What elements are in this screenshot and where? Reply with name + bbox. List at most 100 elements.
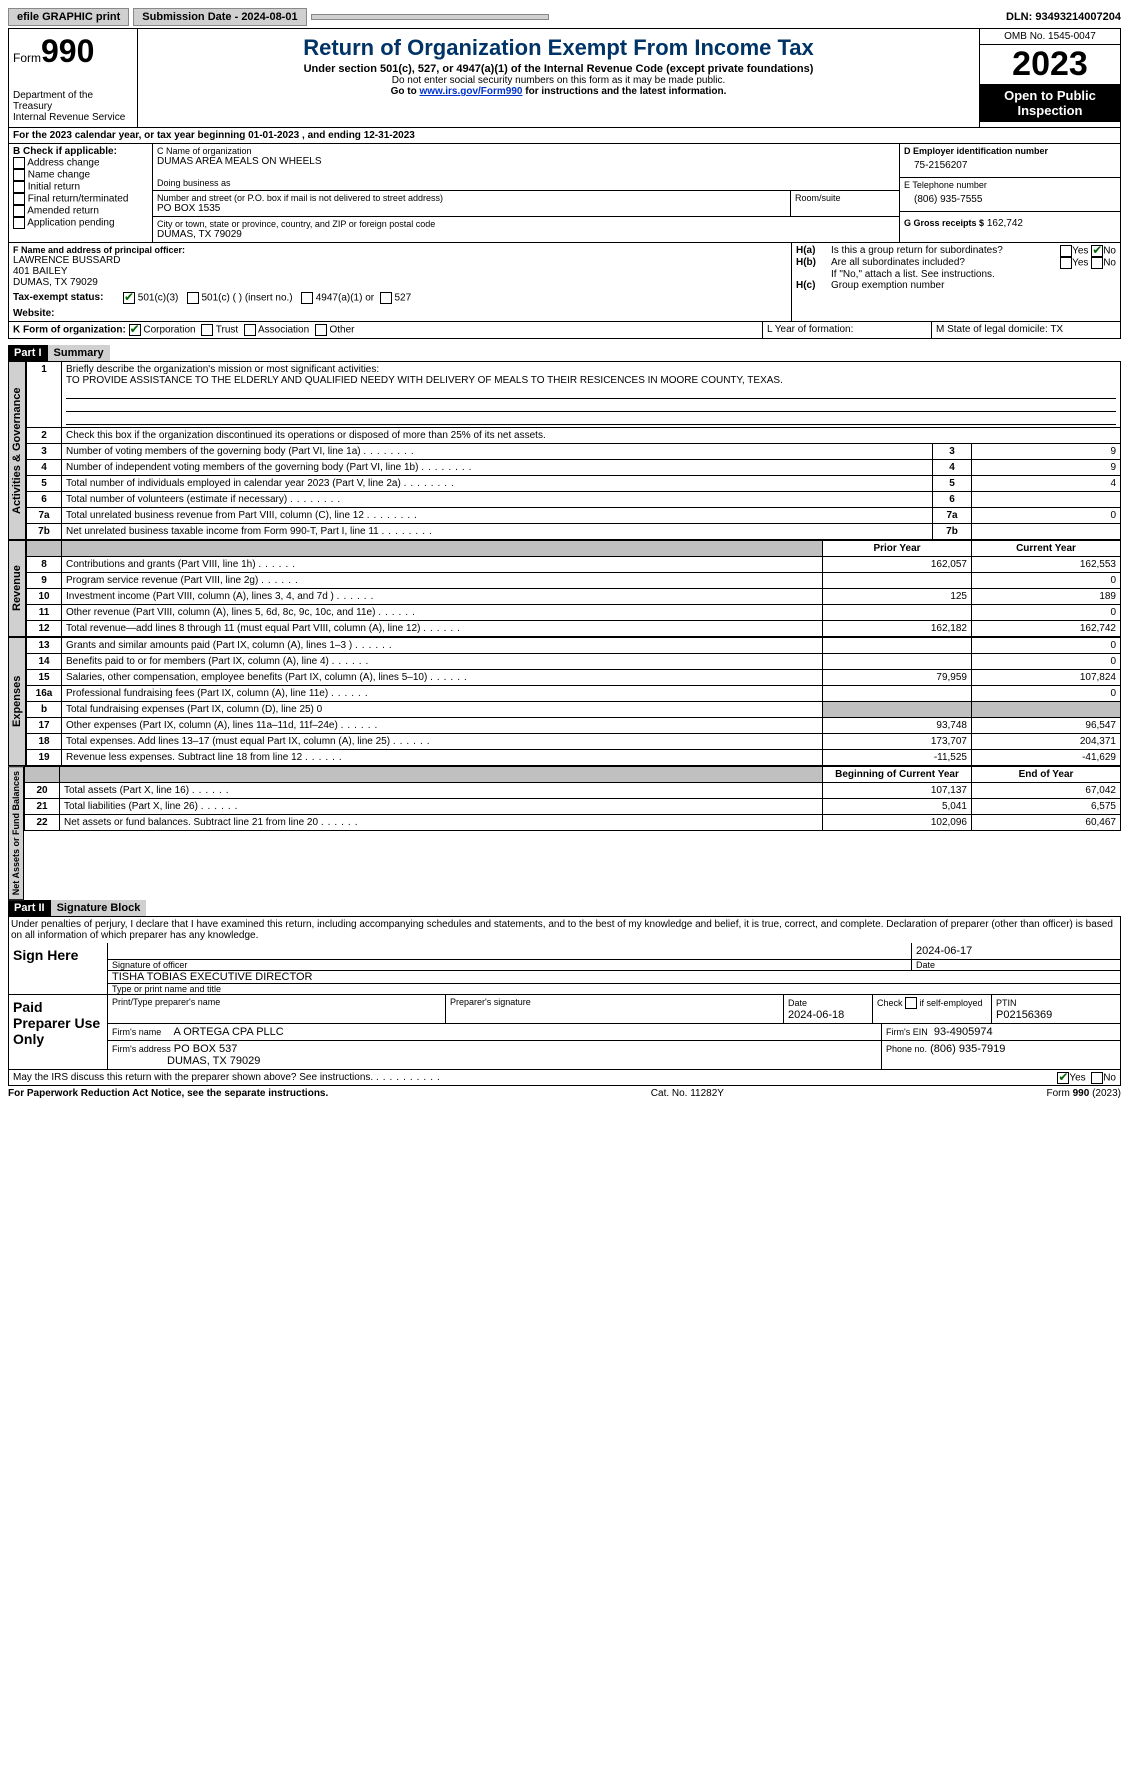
line-desc: Salaries, other compensation, employee b… xyxy=(62,670,823,686)
hb-yes-checkbox[interactable] xyxy=(1060,257,1072,269)
discuss-row: May the IRS discuss this return with the… xyxy=(8,1070,1121,1086)
line-val: 4 xyxy=(972,476,1121,492)
ag-table: 1 Briefly describe the organization's mi… xyxy=(26,361,1121,540)
efile-button[interactable]: efile GRAPHIC print xyxy=(8,8,129,26)
app-pending-checkbox[interactable] xyxy=(13,217,25,229)
ha-yes-checkbox[interactable] xyxy=(1060,245,1072,257)
line-num: 21 xyxy=(25,799,60,815)
paid-preparer-label: Paid Preparer Use Only xyxy=(9,995,108,1069)
sig-date-label: Date xyxy=(911,960,1120,970)
officer-name: LAWRENCE BUSSARD xyxy=(13,255,787,266)
part1-title: Summary xyxy=(48,345,110,361)
501c-checkbox[interactable] xyxy=(187,292,199,304)
header-center: Return of Organization Exempt From Incom… xyxy=(138,29,979,127)
col-beg: Beginning of Current Year xyxy=(823,767,972,783)
527-checkbox[interactable] xyxy=(380,292,392,304)
app-pending-label: Application pending xyxy=(27,218,114,229)
section-fh: F Name and address of principal officer:… xyxy=(8,243,1121,322)
4947-checkbox[interactable] xyxy=(301,292,313,304)
irs-link[interactable]: www.irs.gov/Form990 xyxy=(419,86,522,97)
line-desc: Net unrelated business taxable income fr… xyxy=(62,524,933,540)
curr-val: 107,824 xyxy=(972,670,1121,686)
corp-checkbox[interactable] xyxy=(129,324,141,336)
firm-phone: (806) 935-7919 xyxy=(930,1043,1005,1055)
other-checkbox[interactable] xyxy=(315,324,327,336)
trust-checkbox[interactable] xyxy=(201,324,213,336)
firm-label: Firm's name xyxy=(112,1027,161,1037)
line-desc: Total number of volunteers (estimate if … xyxy=(62,492,933,508)
ha-no-checkbox[interactable] xyxy=(1091,245,1103,257)
hb-no-checkbox[interactable] xyxy=(1091,257,1103,269)
assoc-label: Association xyxy=(258,325,309,336)
curr-val: 162,553 xyxy=(972,557,1121,573)
footer-right: Form 990 (2023) xyxy=(1047,1088,1121,1099)
addr-change-checkbox[interactable] xyxy=(13,157,25,169)
curr-val: 0 xyxy=(972,654,1121,670)
prior-val: -11,525 xyxy=(823,750,972,766)
dba-label: Doing business as xyxy=(157,178,895,188)
prep-sig-label: Preparer's signature xyxy=(446,995,784,1023)
footer-left: For Paperwork Reduction Act Notice, see … xyxy=(8,1088,328,1099)
top-toolbar: efile GRAPHIC print Submission Date - 20… xyxy=(8,8,1121,26)
prior-val xyxy=(823,573,972,589)
line-num: 5 xyxy=(27,476,62,492)
prep-date: 2024-06-18 xyxy=(788,1009,844,1021)
line-num: 9 xyxy=(27,573,62,589)
footer-center: Cat. No. 11282Y xyxy=(651,1088,724,1099)
ha-no-label: No xyxy=(1103,246,1116,257)
prior-val xyxy=(823,638,972,654)
line-desc: Total revenue—add lines 8 through 11 (mu… xyxy=(62,621,823,637)
501c3-checkbox[interactable] xyxy=(123,292,135,304)
final-return-checkbox[interactable] xyxy=(13,193,25,205)
part2-title: Signature Block xyxy=(51,900,147,916)
self-emp-checkbox[interactable] xyxy=(905,997,917,1009)
assoc-checkbox[interactable] xyxy=(244,324,256,336)
curr-val: 0 xyxy=(972,686,1121,702)
form-title: Return of Organization Exempt From Incom… xyxy=(142,35,975,61)
submission-button[interactable]: Submission Date - 2024-08-01 xyxy=(133,8,306,26)
line-desc: Other expenses (Part IX, column (A), lin… xyxy=(62,718,823,734)
line-num: 22 xyxy=(25,815,60,831)
discuss-no-checkbox[interactable] xyxy=(1091,1072,1103,1084)
line-desc: Net assets or fund balances. Subtract li… xyxy=(60,815,823,831)
self-emp-label: Check if self-employed xyxy=(877,998,983,1008)
amended-return-checkbox[interactable] xyxy=(13,205,25,217)
section-klm: K Form of organization: Corporation Trus… xyxy=(8,322,1121,339)
discuss-yes-checkbox[interactable] xyxy=(1057,1072,1069,1084)
line-num: 19 xyxy=(27,750,62,766)
ha-label: Is this a group return for subordinates? xyxy=(831,245,1060,257)
m-label: M State of legal domicile: TX xyxy=(932,322,1120,338)
sign-here-label: Sign Here xyxy=(9,943,108,994)
prior-val: 102,096 xyxy=(823,815,972,831)
curr-val: 60,467 xyxy=(972,815,1121,831)
line-desc: Total fundraising expenses (Part IX, col… xyxy=(62,702,823,718)
line-num: 7b xyxy=(27,524,62,540)
name-change-checkbox[interactable] xyxy=(13,169,25,181)
line-num: 3 xyxy=(27,444,62,460)
line-num: 14 xyxy=(27,654,62,670)
form-header: Form990 Department of the Treasury Inter… xyxy=(8,28,1121,128)
ein-value: 75-2156207 xyxy=(904,156,1116,175)
line-desc: Number of voting members of the governin… xyxy=(62,444,933,460)
line-val xyxy=(972,524,1121,540)
mission-text: TO PROVIDE ASSISTANCE TO THE ELDERLY AND… xyxy=(66,375,783,386)
phone-label: E Telephone number xyxy=(904,180,1116,190)
line-desc: Program service revenue (Part VIII, line… xyxy=(62,573,823,589)
name-change-label: Name change xyxy=(28,170,90,181)
line-desc: Professional fundraising fees (Part IX, … xyxy=(62,686,823,702)
open-public-inspection: Open to Public Inspection xyxy=(980,84,1120,122)
line-num: 13 xyxy=(27,638,62,654)
prior-val: 125 xyxy=(823,589,972,605)
page-footer: For Paperwork Reduction Act Notice, see … xyxy=(8,1088,1121,1099)
initial-return-checkbox[interactable] xyxy=(13,181,25,193)
perjury-text: Under penalties of perjury, I declare th… xyxy=(8,916,1121,943)
line-desc: Benefits paid to or for members (Part IX… xyxy=(62,654,823,670)
line-num: 17 xyxy=(27,718,62,734)
line-ref: 7b xyxy=(933,524,972,540)
b-label: B Check if applicable: xyxy=(13,146,148,157)
section-a: For the 2023 calendar year, or tax year … xyxy=(9,128,1120,143)
gross-label: G Gross receipts $ xyxy=(904,218,984,228)
prior-val: 5,041 xyxy=(823,799,972,815)
section-h: H(a)Is this a group return for subordina… xyxy=(792,243,1120,321)
prior-val: 107,137 xyxy=(823,783,972,799)
